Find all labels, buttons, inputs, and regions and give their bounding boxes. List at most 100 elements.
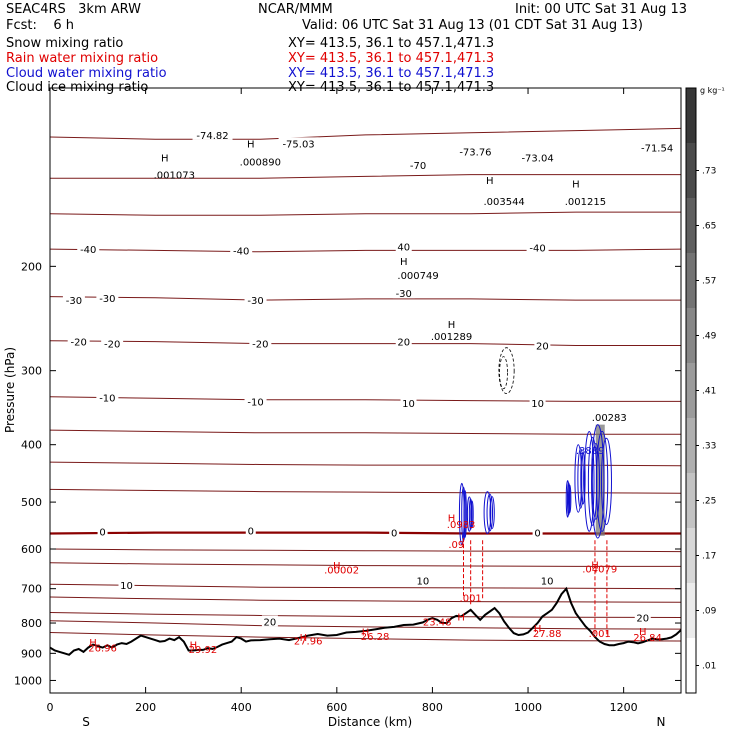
cloud-water-contour [483,491,492,535]
maximum-value-label: .000890 [240,157,281,168]
label-bg [77,243,100,255]
x-tick-label: 800 [422,701,443,714]
colorbar-tick-label: .49 [702,332,717,342]
label-bg [244,395,267,407]
x-tick-label: 600 [326,701,347,714]
maximum-value-label: .3889 [576,446,605,457]
isotherm-label: -20 [104,340,120,351]
isotherm-line [50,396,681,402]
isotherm-label: 20 [636,614,649,625]
colorbar-tick-label: .01 [702,662,716,672]
label-bg [517,151,558,163]
field-xy-snow: XY= 413.5, 36.1 to 457.1,471.3 [288,36,495,51]
cloud-water-contour [567,484,572,514]
isotherm-line [50,632,681,642]
maximum-value-label: .00002 [324,566,359,577]
label-bg [62,294,85,306]
y-tick-label: 700 [21,583,42,596]
label-bg [192,128,233,140]
high-marker: H [362,627,370,638]
label-bg [249,337,272,349]
colorbar-segment [686,143,696,198]
plot-area: -40 -40 40 -40 -30 -30 -30 -30 -20 -20 -20 20 20 -10 -… [50,127,681,656]
cloud-water-contour [591,442,600,520]
cloud-water-contour [580,452,586,505]
snow-contour [498,347,515,395]
label-bg [261,615,278,627]
maximum-value-label: .001289 [431,332,472,343]
isotherm-line [50,612,681,618]
label-bg [400,396,417,408]
colorbar-segment [686,363,696,418]
isotherm-line [50,488,681,494]
x-tick-label: 400 [231,701,252,714]
isotherm-label: -75.03 [282,139,314,150]
isotherm-label: 10 [416,576,429,587]
maximum-value-label: 27.88 [533,629,562,640]
isotherm-label: 10 [531,399,544,410]
isotherm-label: 10 [541,576,554,587]
label-bg [637,141,678,153]
isotherm-line [50,583,681,590]
colorbar-tick-label: .41 [702,387,716,397]
cloud-water-contour [596,430,609,532]
colorbar-segment [686,583,696,638]
cloud-water-contour [486,493,494,532]
isotherm-line [50,620,681,630]
colorbar-segment [686,253,696,308]
org-label: NCAR/MMM [258,2,333,17]
label-bg [532,526,543,538]
cloud-water-contour [565,480,570,518]
high-marker: H [572,180,580,191]
maximum-value-label: .09 [448,540,464,551]
label-bg [230,244,253,256]
isotherm-label: -20 [71,338,87,349]
label-bg [634,611,651,623]
maximum-value-label: .003544 [483,197,524,208]
high-marker: H [161,153,169,164]
maximum-value-label: .000749 [397,271,438,282]
label-bg [244,294,267,306]
colorbar-segment [686,308,696,363]
isotherm-label: -30 [66,296,82,307]
x-tick-label: 200 [135,701,156,714]
isotherm-line [50,248,681,253]
label-bg [278,137,319,149]
label-bg [118,578,135,590]
isotherm-line [50,596,681,603]
colorbar-tick-label: .73 [702,167,716,177]
isotherm-line [50,531,681,535]
forecast-hour: Fcst: 6 h [6,18,75,33]
isotherm-label: -71.54 [641,143,673,154]
cloud-water-contour [566,482,571,516]
end-label-south: S [82,715,90,729]
y-tick-label: 300 [21,365,42,378]
colorbar-tick-label: .17 [702,552,716,562]
maximum-value-label: .04079 [582,564,617,575]
isotherm-label: -30 [99,294,115,305]
cloud-water-contour [591,424,605,539]
field-name-snow: Snow mixing ratio [6,36,124,51]
cloud-water-contour [468,498,473,530]
colorbar-segment [686,638,696,693]
high-marker: H [448,320,456,331]
label-bg [395,240,412,252]
high-marker: H [534,624,542,635]
high-marker: H [457,613,465,624]
isotherm-label: 10 [402,399,415,410]
isotherm-label: -73.76 [459,148,491,159]
cloud-water-contour [583,430,595,532]
colorbar-segment [686,198,696,253]
maximum-value-label: 27.96 [294,636,323,647]
high-marker: H [486,176,494,187]
isotherm-label: 0 [248,526,254,537]
x-axis-label: Distance (km) [328,715,412,729]
maximum-value-label: 29.92 [189,645,218,656]
colorbar-tick-label: .65 [702,222,716,232]
label-bg [389,526,400,538]
high-marker: H [89,638,97,649]
end-label-north: N [657,715,666,729]
isotherm-line [50,211,681,216]
colorbar-tick-label: .09 [702,607,717,617]
